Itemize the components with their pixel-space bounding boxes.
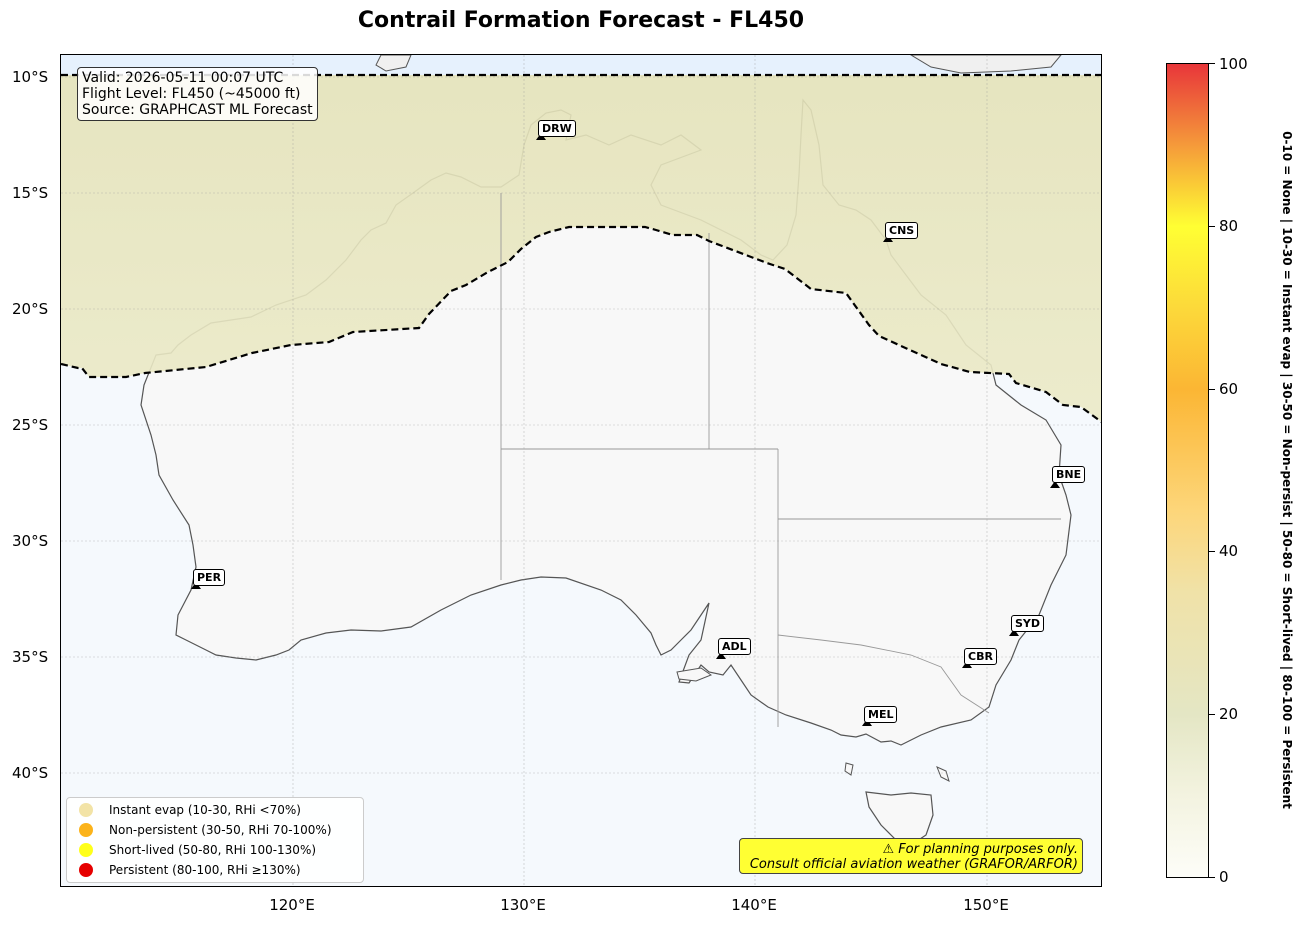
colorbar (1166, 63, 1209, 878)
contrail-threshold-contour (61, 225, 1101, 423)
legend-dot-icon (79, 843, 93, 857)
legend-dot-icon (79, 863, 93, 877)
colorbar-label-40: 40 (1219, 542, 1239, 560)
colorbar-label-0: 0 (1219, 868, 1229, 886)
legend-item-non-persistent: Non-persistent (30-50, RHi 70-100%) (79, 821, 332, 839)
colorbar-label-80: 80 (1219, 217, 1239, 235)
lon-label-150e: 150°E (963, 896, 1009, 914)
lat-label-35s: 35°S (12, 648, 49, 666)
colorbar-label-60: 60 (1219, 380, 1239, 398)
lon-label-120e: 120°E (269, 896, 315, 914)
legend-item-short-lived: Short-lived (50-80, RHi 100-130%) (79, 841, 316, 859)
colorbar-tick (1209, 877, 1215, 878)
forecast-source: Source: GRAPHCAST ML Forecast (82, 102, 313, 118)
airport-marker-bne (1050, 481, 1060, 488)
legend: Instant evap (10-30, RHi <70%) Non-persi… (66, 797, 364, 883)
legend-item-instant-evap: Instant evap (10-30, RHi <70%) (79, 801, 301, 819)
colorbar-label-20: 20 (1219, 705, 1239, 723)
north-ocean-band (61, 55, 1101, 75)
airport-label-drw[interactable]: DRW (538, 120, 576, 137)
legend-label: Persistent (80-100, RHi ≥130%) (109, 863, 301, 877)
planning-disclaimer: ⚠ For planning purposes only. Consult of… (739, 838, 1083, 874)
colorbar-tick (1209, 551, 1215, 552)
bass-strait-island (844, 762, 854, 776)
colorbar-tick (1209, 226, 1215, 227)
airport-label-cns[interactable]: CNS (885, 222, 919, 239)
airport-label-bne[interactable]: BNE (1052, 466, 1086, 483)
lat-label-25s: 25°S (12, 416, 49, 434)
colorbar-tick (1209, 389, 1215, 390)
flight-level: Flight Level: FL450 (~45000 ft) (82, 86, 301, 102)
airport-label-per[interactable]: PER (193, 569, 226, 586)
airport-label-mel[interactable]: MEL (864, 706, 898, 723)
kangaroo-island (676, 667, 713, 682)
legend-label: Non-persistent (30-50, RHi 70-100%) (109, 823, 332, 837)
legend-dot-icon (79, 803, 93, 817)
disclaimer-line-1: ⚠ For planning purposes only. (882, 842, 1079, 857)
map-canvas (61, 55, 1101, 886)
airport-label-adl[interactable]: ADL (718, 638, 751, 655)
airport-label-cbr[interactable]: CBR (964, 648, 997, 665)
airport-label-syd[interactable]: SYD (1011, 615, 1045, 632)
legend-dot-icon (79, 823, 93, 837)
lat-label-15s: 15°S (12, 184, 49, 202)
new-guinea-coast (910, 55, 1062, 74)
airport-marker-syd (1009, 629, 1019, 636)
lat-label-10s: 10°S (12, 68, 49, 86)
colorbar-label-100: 100 (1219, 55, 1248, 73)
legend-item-persistent: Persistent (80-100, RHi ≥130%) (79, 861, 301, 879)
colorbar-tick (1209, 63, 1215, 64)
airport-marker-adl (716, 652, 726, 659)
legend-label: Instant evap (10-30, RHi <70%) (109, 803, 301, 817)
chart-title: Contrail Formation Forecast - FL450 (357, 8, 805, 33)
valid-time: Valid: 2026-05-11 00:07 UTC (82, 70, 284, 86)
map-area[interactable] (60, 54, 1102, 887)
disclaimer-line-2: Consult official aviation weather (GRAFO… (749, 857, 1078, 872)
flinders-island (936, 766, 950, 782)
lon-label-130e: 130°E (500, 896, 546, 914)
colorbar-tick (1209, 714, 1215, 715)
timor-coast (375, 55, 412, 72)
tasmania (865, 791, 934, 846)
legend-label: Short-lived (50-80, RHi 100-130%) (109, 843, 317, 857)
state-boundaries (500, 193, 1061, 727)
forecast-info-box: Valid: 2026-05-11 00:07 UTC Flight Level… (77, 67, 318, 121)
lon-label-140e: 140°E (731, 896, 777, 914)
lat-label-30s: 30°S (12, 532, 49, 550)
lat-label-40s: 40°S (12, 764, 49, 782)
lat-label-20s: 20°S (12, 300, 49, 318)
colorbar-caption: 0-10 = None | 10-30 = Instant evap | 30-… (1280, 131, 1294, 809)
